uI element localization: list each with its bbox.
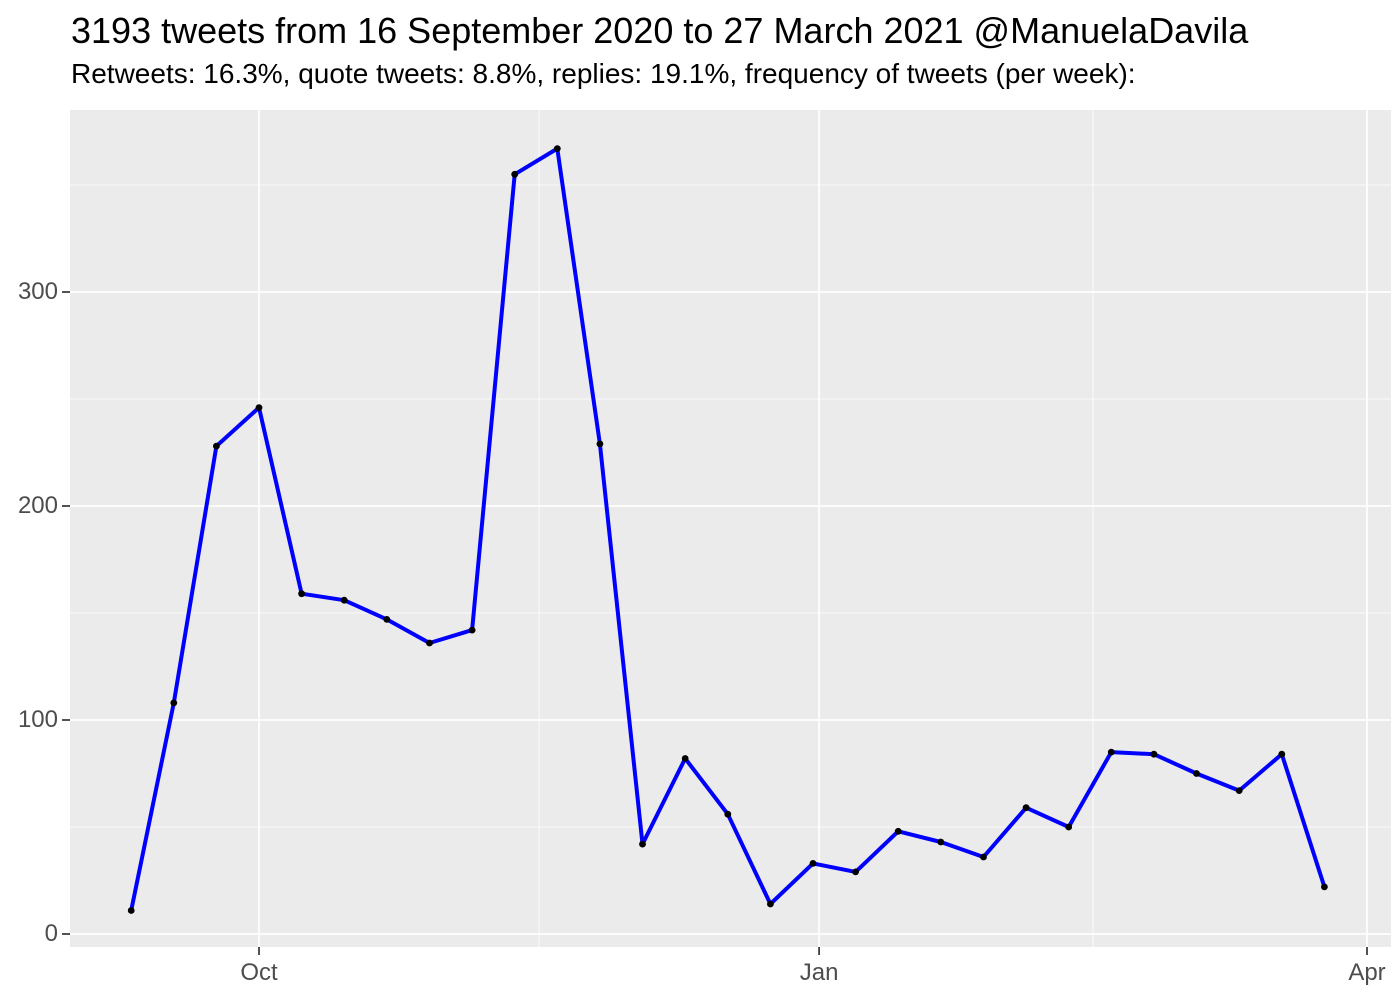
x-axis-tick-label: Jan <box>799 959 839 986</box>
y-axis-tick-label: 300 <box>17 278 58 305</box>
minor-gridlines <box>70 110 1391 947</box>
data-points <box>127 145 1328 914</box>
x-axis-tick-label: Apr <box>1348 959 1386 986</box>
chart-title: 3193 tweets from 16 September 2020 to 27… <box>71 10 1249 51</box>
y-axis-tick-label: 200 <box>17 492 58 519</box>
y-axis-tick-label: 0 <box>44 920 58 947</box>
major-gridlines <box>70 110 1391 947</box>
axis-tick-marks <box>62 291 1368 955</box>
x-axis-tick-label: Oct <box>240 959 278 986</box>
chart-subtitle: Retweets: 16.3%, quote tweets: 8.8%, rep… <box>71 58 1136 89</box>
y-axis-tick-label: 100 <box>17 706 58 733</box>
plot-panel <box>70 110 1391 947</box>
